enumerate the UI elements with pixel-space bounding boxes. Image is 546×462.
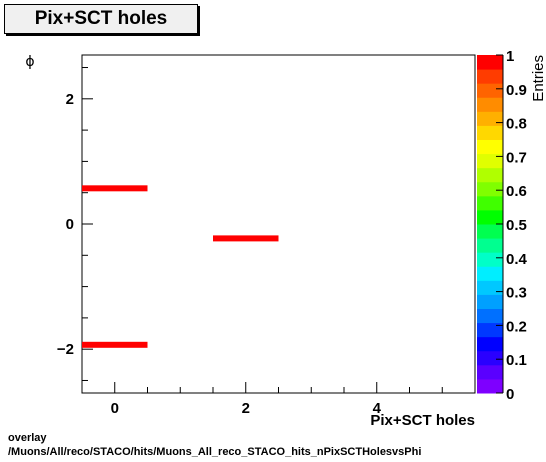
x-tick-label: 2 [242,400,250,417]
chart-title-box: Pix+SCT holes [4,4,198,34]
z-axis-label: Entries [530,55,546,102]
z-tick-label: 0.6 [506,183,527,200]
y-tick-label: 0 [66,216,74,233]
color-scale-band [477,139,503,155]
color-scale-band [477,224,503,239]
z-tick-label: 0.7 [506,149,527,166]
color-scale-band [477,55,503,70]
color-scale-band [477,308,503,324]
y-tick-label: −2 [57,341,74,358]
color-scale-band [477,252,503,267]
footer-line-2: /Muons/All/reco/STACO/hits/Muons_All_rec… [8,446,422,458]
heatmap-cell [82,341,148,348]
z-tick-label: 1 [506,48,514,65]
color-scale-band [477,181,503,197]
x-axis-label: Pix+SCT holes [370,412,475,429]
z-tick-label: 0.3 [506,285,527,302]
color-scale-band [477,97,503,112]
heatmap-cell [213,235,279,242]
color-scale-band [477,238,503,253]
color-scale-band [477,69,503,84]
color-scale-band [477,209,503,225]
z-tick-label: 0.4 [506,251,528,268]
footer-line-1: overlay [8,432,47,444]
z-tick-label: 0 [506,386,514,403]
color-scale-band [477,125,503,140]
color-scale-band [477,378,503,394]
color-scale-band [477,153,503,169]
chart-title: Pix+SCT holes [34,8,168,29]
y-tick-label: 2 [66,91,74,108]
heatmap-cell [82,185,148,192]
color-scale-band [477,83,503,98]
z-tick-label: 0.9 [506,82,527,99]
z-tick-label: 0.8 [506,116,527,133]
color-scale-band [477,111,503,126]
x-tick-label: 0 [111,400,119,417]
color-scale-band [477,167,503,183]
x-tick-label: 4 [373,400,382,417]
color-scale-band [477,322,503,338]
color-scale-band [477,336,503,352]
z-tick-label: 0.2 [506,318,527,335]
color-scale-band [477,294,503,309]
color-scale-band [477,266,503,281]
color-scale-band [477,280,503,295]
color-scale-band [477,364,503,380]
color-scale-band [477,195,503,211]
color-scale-band [477,350,503,366]
z-tick-label: 0.1 [506,352,527,369]
z-tick-label: 0.5 [506,217,527,234]
y-axis-label: ϕ [25,54,34,70]
